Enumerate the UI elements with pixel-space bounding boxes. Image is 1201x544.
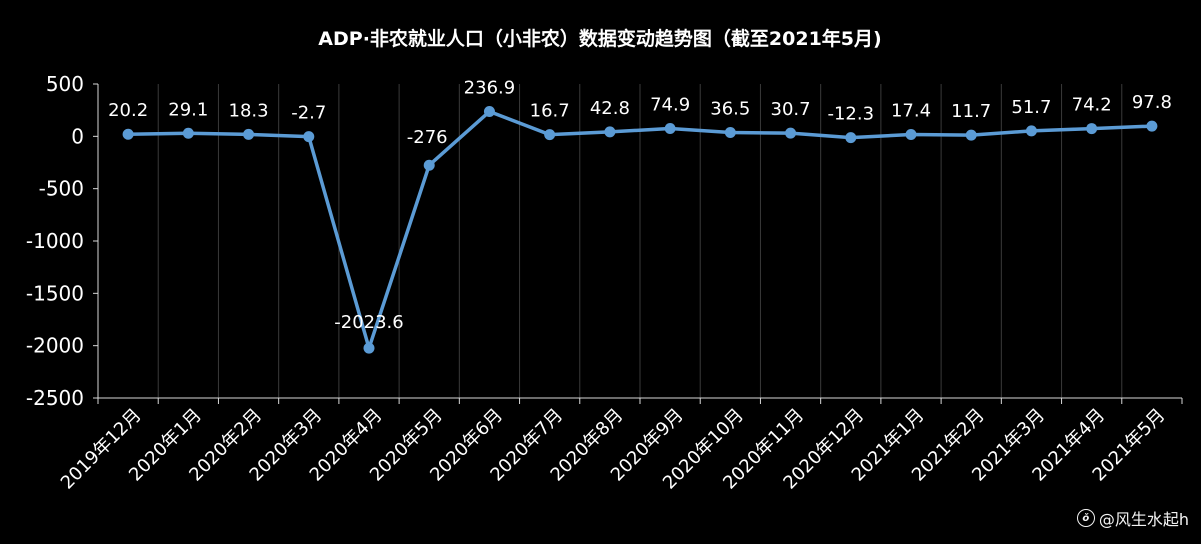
watermark-text: @风生水起h bbox=[1098, 510, 1189, 529]
data-point bbox=[845, 132, 857, 144]
weibo-icon: ǒ bbox=[1076, 509, 1095, 527]
x-tick-label: 2019年12月 bbox=[57, 405, 146, 494]
data-label: 11.7 bbox=[951, 101, 991, 122]
data-point bbox=[423, 159, 435, 171]
y-axis-ticks: 500 0 -500 -1000 -1500 -2000 -2500 bbox=[26, 72, 98, 410]
data-label: -2023.6 bbox=[334, 312, 403, 333]
data-point bbox=[182, 127, 194, 139]
data-point bbox=[965, 129, 977, 141]
data-point bbox=[363, 342, 375, 354]
series-line bbox=[122, 106, 1158, 354]
data-label: 42.8 bbox=[590, 98, 630, 119]
y-tick-label: -2500 bbox=[26, 386, 84, 410]
y-tick-label: -1500 bbox=[26, 281, 84, 305]
data-point bbox=[905, 129, 917, 141]
data-point bbox=[785, 127, 797, 139]
data-label: 18.3 bbox=[229, 100, 269, 121]
data-point bbox=[122, 128, 134, 140]
y-tick-label: 0 bbox=[71, 124, 84, 148]
data-label: 20.2 bbox=[108, 100, 148, 121]
data-label: 74.2 bbox=[1072, 95, 1112, 116]
series-polyline bbox=[128, 109, 1152, 350]
data-point bbox=[604, 126, 616, 138]
data-label: 17.4 bbox=[891, 101, 931, 122]
data-label: 51.7 bbox=[1011, 97, 1051, 118]
data-label: -2.7 bbox=[291, 103, 326, 124]
data-label: 97.8 bbox=[1132, 92, 1172, 113]
data-labels: 20.2 29.1 18.3 -2.7 -2023.6 -276 236.9 16.7 42.8… bbox=[108, 78, 1172, 334]
data-label: 36.5 bbox=[710, 99, 750, 120]
chart-title: ADP·非农就业人口（小非农）数据变动趋势图（截至2021年5月) bbox=[318, 27, 881, 50]
data-label: 236.9 bbox=[464, 78, 516, 99]
data-point bbox=[483, 106, 495, 118]
y-tick-label: 500 bbox=[46, 72, 84, 96]
data-label: 29.1 bbox=[168, 99, 208, 120]
data-point bbox=[724, 127, 736, 139]
y-tick-label: -2000 bbox=[26, 334, 84, 358]
x-axis-ticks: 2019年12月2020年1月2020年2月2020年3月2020年4月2020… bbox=[57, 398, 1183, 494]
data-label: -276 bbox=[407, 127, 448, 148]
data-point bbox=[664, 122, 676, 134]
watermark: ǒ @风生水起h bbox=[1076, 506, 1189, 530]
data-label: -12.3 bbox=[827, 104, 874, 125]
data-label: 16.7 bbox=[530, 101, 570, 122]
y-tick-label: -1000 bbox=[26, 229, 84, 253]
data-point bbox=[1086, 123, 1098, 135]
data-point bbox=[303, 131, 315, 143]
data-label: 74.9 bbox=[650, 94, 690, 115]
data-point bbox=[544, 129, 556, 141]
data-point bbox=[243, 128, 255, 140]
data-point bbox=[1025, 125, 1037, 137]
data-point bbox=[1146, 120, 1158, 132]
data-label: 30.7 bbox=[771, 99, 811, 120]
y-tick-label: -500 bbox=[39, 177, 84, 201]
